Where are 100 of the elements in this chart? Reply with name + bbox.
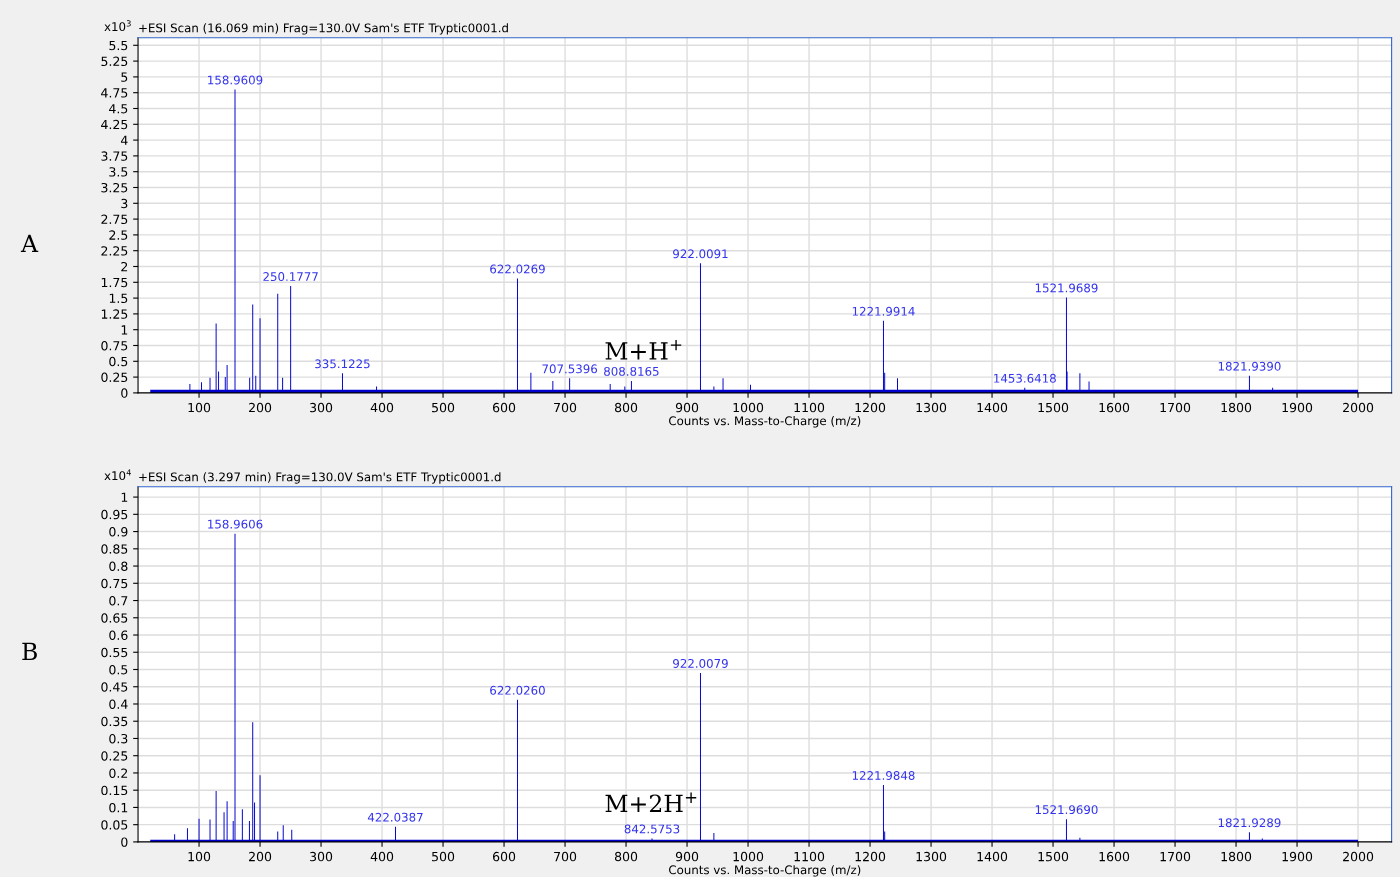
y-axis-title: x10$^{4}$ [104, 469, 131, 481]
annotation: 1821.9390 [1218, 361, 1281, 371]
y-tick-label: 1 [121, 492, 128, 502]
y-tick-label: 0.25 [101, 372, 128, 383]
x-tick-label: 500 [432, 851, 455, 862]
y-tick-label: 2 [121, 261, 128, 272]
y-tick-label: 0.5 [109, 664, 128, 675]
y-tick-label: 3.75 [101, 151, 128, 161]
y-tick-label: 0.05 [101, 820, 128, 830]
x-tick-label: 400 [370, 402, 394, 413]
annotation: 622.0269 [490, 264, 545, 274]
x-tick-label: 700 [554, 402, 577, 413]
x-tick-label: 1100 [794, 402, 825, 413]
x-tick-label: 1500 [1038, 402, 1069, 413]
annotation: 1453.6418 [994, 373, 1056, 383]
x-tick-label: 1300 [916, 851, 947, 862]
y-tick-label: 4 [120, 135, 128, 145]
x-tick-label: 200 [249, 851, 272, 862]
y-tick-label: 0.75 [101, 340, 128, 351]
chart-title: +ESI Scan (3.297 min) Frag=130.0V Sam's ETF Tryptic0001.d [139, 472, 501, 484]
x-tick-label: 1800 [1221, 851, 1252, 862]
y-tick-label: 0.25 [101, 751, 128, 761]
annotation: 1221.9848 [852, 771, 915, 780]
x-tick-label: 1000 [733, 402, 764, 413]
annotation: 842.5753 [624, 824, 680, 834]
annotation: 1521.9689 [1035, 283, 1098, 293]
y-tick-label: 0.35 [101, 716, 128, 727]
y-tick-label: 0 [121, 388, 128, 398]
annotation: 922.0091 [673, 249, 728, 259]
annotation: 1821.9289 [1218, 818, 1281, 828]
y-tick-label: 2.75 [101, 214, 128, 225]
y-tick-label: 0.75 [101, 578, 128, 589]
x-tick-label: 1900 [1282, 851, 1313, 862]
x-tick-label: 1900 [1282, 402, 1313, 413]
annotation: 1221.9914 [852, 306, 915, 316]
x-tick-label: 1000 [733, 851, 764, 862]
y-tick-label: 1.75 [101, 277, 128, 288]
annotation: 158.9609 [208, 75, 263, 85]
text: A [20, 234, 39, 253]
y-tick-label: 5 [121, 72, 128, 82]
x-tick-label: 100 [188, 851, 211, 862]
y-tick-label: 0.85 [101, 544, 128, 554]
annotation: 922.0079 [673, 658, 728, 668]
y-tick-label: 3.25 [101, 182, 128, 193]
annotation: 422.0387 [367, 812, 423, 822]
y-tick-label: 5.5 [109, 40, 128, 51]
annotation: M+2H$^{+}$ [605, 792, 697, 812]
y-tick-label: 0.9 [109, 527, 128, 537]
x-tick-label: 600 [492, 402, 516, 413]
x-tick-label: 200 [249, 402, 272, 413]
y-tick-label: 0.45 [101, 682, 128, 692]
x-tick-label: 2000 [1343, 402, 1374, 413]
y-tick-label: 2.25 [101, 246, 128, 256]
x-axis-title: Counts vs. Mass-to-Charge (m/z) [669, 865, 861, 877]
chart-title: +ESI Scan (16.069 min) Frag=130.0V Sam's ETF Tryptic0001.d [139, 23, 508, 35]
y-tick-label: 0.55 [101, 647, 128, 658]
x-tick-label: 1500 [1038, 851, 1069, 862]
y-tick-label: 0.6 [109, 630, 128, 640]
y-tick-label: 1 [121, 325, 128, 335]
annotation: 158.9606 [208, 519, 263, 529]
x-tick-label: 1700 [1160, 402, 1191, 413]
x-tick-label: 1100 [794, 851, 825, 862]
annotation: 808.8165 [604, 366, 659, 376]
x-tick-label: 1200 [855, 851, 886, 862]
x-tick-label: 2000 [1343, 851, 1374, 862]
x-tick-label: 1200 [855, 402, 886, 413]
x-tick-label: 1800 [1221, 402, 1252, 413]
annotation: M+H$^{+}$ [605, 339, 682, 360]
y-tick-label: 1.5 [109, 293, 128, 304]
x-tick-label: 600 [492, 851, 516, 862]
x-tick-label: 1300 [916, 402, 947, 413]
y-tick-label: 0.2 [109, 768, 128, 778]
x-tick-label: 900 [675, 402, 699, 413]
x-tick-label: 1600 [1099, 402, 1130, 413]
y-tick-label: 2.5 [109, 230, 128, 240]
y-axis-title: x10$^{3}$ [104, 20, 131, 32]
y-tick-label: 4.25 [101, 119, 128, 130]
y-tick-label: 4.75 [101, 88, 128, 98]
y-tick-label: 0.15 [101, 785, 128, 796]
x-tick-label: 400 [370, 851, 394, 862]
text: B [22, 642, 37, 660]
annotation: 250.1777 [263, 272, 318, 282]
y-tick-label: 3.5 [109, 167, 128, 177]
x-tick-label: 500 [432, 402, 455, 413]
x-axis-title: Counts vs. Mass-to-Charge (m/z) [669, 416, 861, 428]
x-tick-label: 700 [554, 851, 577, 862]
x-tick-label: 300 [310, 402, 333, 413]
x-tick-label: 800 [614, 402, 638, 413]
y-tick-label: 0.7 [109, 596, 128, 606]
y-tick-label: 1.25 [101, 309, 128, 319]
annotation: 335.1225 [315, 359, 370, 369]
y-tick-label: 5.25 [101, 56, 128, 67]
y-tick-label: 3 [121, 198, 128, 209]
x-tick-label: 1400 [977, 851, 1008, 862]
x-tick-label: 300 [310, 851, 333, 862]
y-tick-label: 4.5 [109, 104, 128, 114]
annotation: 622.0260 [490, 685, 545, 695]
x-tick-label: 1600 [1099, 851, 1130, 862]
y-tick-label: 0.95 [101, 509, 128, 520]
y-tick-label: 0.4 [109, 699, 128, 709]
